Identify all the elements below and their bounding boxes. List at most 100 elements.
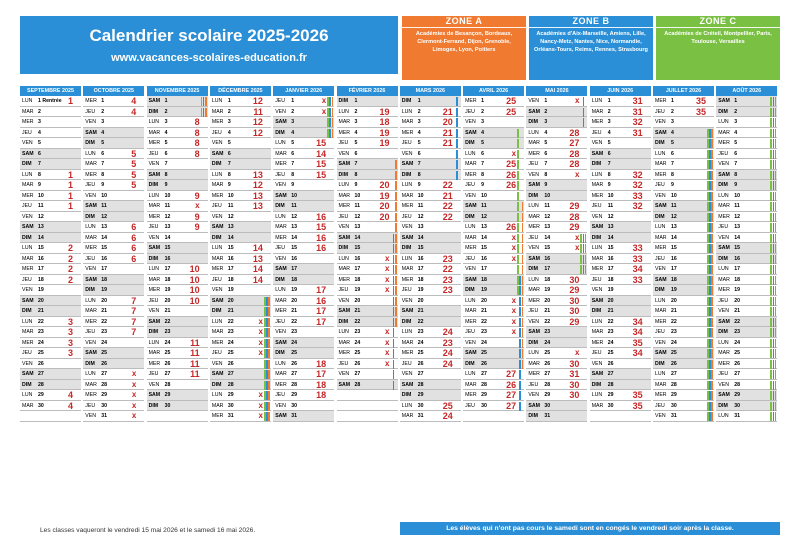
day-number: 10 <box>291 192 297 199</box>
zone-c-holiday-bar <box>770 128 772 138</box>
day-row: SAM 20 <box>20 295 81 306</box>
day-number: 4 <box>354 129 358 136</box>
day-number: 17 <box>227 266 234 272</box>
day-number: 8 <box>417 171 421 178</box>
day-number: 5 <box>227 140 231 146</box>
website-link[interactable]: www.vacances-scolaires-education.fr <box>111 52 307 64</box>
zone-b-holiday-bar <box>709 317 711 327</box>
zone-c-holiday-bar <box>517 254 519 264</box>
zone-a-holiday-bar <box>394 181 397 190</box>
day-row: DIM 16 <box>716 253 778 264</box>
day-row: VEN 27 <box>399 369 461 380</box>
day-number: 6 <box>291 150 295 157</box>
day-name: VEN <box>85 192 96 199</box>
day-name: DIM <box>465 287 475 293</box>
week-number: 13 <box>252 253 263 264</box>
day-row: DIM 1 <box>336 96 398 107</box>
zone-a-holiday-bar <box>774 349 777 358</box>
day-row: LUN 8 13 <box>209 169 271 180</box>
day-row: VEN 1 x <box>526 96 588 107</box>
zone-c-holiday-bar <box>263 359 266 369</box>
day-row: JEU 23 7 <box>83 327 145 338</box>
zone-a-holiday-bar <box>711 202 713 211</box>
week-number: 21 <box>442 127 453 138</box>
zone-c-holiday-bar <box>707 212 709 222</box>
day-row: SAM 25 <box>463 348 525 359</box>
week-number: 18 <box>316 358 327 369</box>
day-name: DIM <box>401 98 412 104</box>
day-name: MER <box>591 266 604 272</box>
day-name: MER <box>718 287 730 293</box>
day-name: MER <box>591 192 604 199</box>
week-number: 21 <box>442 138 453 148</box>
zone-b-holiday-bar <box>392 338 395 348</box>
week-number: 19 <box>379 127 390 138</box>
week-number: 15 <box>316 169 327 180</box>
day-number: 5 <box>417 140 421 146</box>
week-number: 2 <box>67 274 73 285</box>
day-number: 6 <box>417 150 421 157</box>
zone-a-holiday-bar <box>521 233 524 243</box>
week-number: 11 <box>190 337 200 348</box>
day-name: VEN <box>275 329 286 335</box>
day-row: JEU 4 31 <box>589 127 651 138</box>
day-number: 14 <box>417 234 424 241</box>
day-name: LUN <box>591 171 603 178</box>
day-name: LUN <box>275 360 286 367</box>
zone-c-holiday-bar <box>770 317 772 327</box>
day-name: MAR <box>655 381 667 388</box>
day-number: 16 <box>227 255 234 262</box>
zone-a-box: ZONE A Académies de Besançon, Bordeaux, … <box>402 16 526 80</box>
day-number: 9 <box>38 182 41 188</box>
day-number: 29 <box>164 392 171 398</box>
week-number: 28 <box>569 148 580 159</box>
zone-c-holiday-bar <box>517 223 519 232</box>
week-number: 35 <box>695 106 706 117</box>
day-number: 24 <box>354 339 361 346</box>
zone-b-holiday-bar <box>772 181 775 190</box>
day-number: 23 <box>38 329 44 335</box>
day-row: DIM 10 <box>526 190 588 201</box>
week-number: 3 <box>67 337 73 348</box>
day-name: MAR <box>148 276 161 283</box>
day-number: 29 <box>544 392 551 398</box>
zone-b-holiday-bar <box>709 181 711 190</box>
day-number: 31 <box>671 413 677 419</box>
week-number: 12 <box>252 117 263 127</box>
day-row: MAR 14 x <box>463 232 525 243</box>
zone-a-holiday-bar <box>521 328 524 337</box>
zone-a-holiday-bar <box>394 212 397 222</box>
day-number: 19 <box>544 287 551 293</box>
day-name: MAR <box>528 360 540 367</box>
day-number: 2 <box>164 108 168 115</box>
day-name: VEN <box>211 140 223 146</box>
zone-b-holiday-bar <box>772 296 775 306</box>
day-number: 19 <box>417 287 424 293</box>
week-number: 27 <box>506 390 517 400</box>
day-number: 2 <box>607 108 611 115</box>
day-row: MER 15 <box>653 243 714 254</box>
day-row: MAR 9 1 <box>20 180 81 191</box>
day-row: VEN 5 <box>209 138 271 149</box>
day-name: VEN <box>85 119 96 125</box>
holiday-mark: x <box>574 243 580 252</box>
week-number: 31 <box>569 369 580 379</box>
day-number: 12 <box>607 213 614 220</box>
day-number: 29 <box>607 392 614 398</box>
day-name: DIM <box>401 171 412 178</box>
zone-a-title: ZONE A <box>402 16 526 28</box>
day-row: JEU 20 <box>716 295 778 306</box>
day-row: JEU 30 27 <box>463 400 525 411</box>
day-name: VEN <box>275 402 286 409</box>
zone-c-holiday-bar <box>770 160 772 169</box>
month-header: JANVIER 2026 <box>273 86 335 96</box>
week-number: 1 <box>67 169 73 180</box>
day-row: DIM 21 <box>589 306 651 317</box>
week-number: 7 <box>131 295 137 306</box>
day-name: MER <box>655 392 667 398</box>
day-name: MER <box>655 318 667 325</box>
day-name: LUN <box>148 119 159 125</box>
zone-b-holiday-bar <box>772 317 775 327</box>
day-number: 29 <box>101 392 108 398</box>
day-row: MAR 30 x <box>209 400 271 411</box>
